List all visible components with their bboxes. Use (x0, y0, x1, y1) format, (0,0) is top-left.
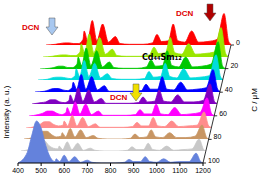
svg-text:DCN: DCN (22, 23, 40, 32)
svg-text:600: 600 (58, 167, 70, 174)
svg-text:700: 700 (82, 167, 94, 174)
svg-text:Cd₄₄Sm₁₂: Cd₄₄Sm₁₂ (142, 53, 182, 62)
svg-text:500: 500 (35, 167, 47, 174)
svg-text:80: 80 (214, 133, 222, 140)
svg-text:1000: 1000 (149, 167, 165, 174)
svg-text:DCN: DCN (176, 9, 194, 18)
svg-text:1100: 1100 (172, 167, 187, 174)
svg-text:100: 100 (208, 157, 220, 164)
svg-text:C / μM: C / μM (250, 88, 256, 112)
svg-text:40: 40 (225, 86, 233, 93)
svg-text:Intensity (a. u.): Intensity (a. u.) (8, 85, 11, 138)
svg-text:1200: 1200 (195, 167, 211, 174)
svg-text:800: 800 (105, 167, 117, 174)
svg-text:400: 400 (12, 167, 24, 174)
svg-text:20: 20 (230, 62, 238, 69)
svg-text:DCN: DCN (110, 93, 128, 102)
svg-text:60: 60 (219, 110, 227, 117)
svg-text:900: 900 (128, 167, 140, 174)
svg-text:0: 0 (236, 39, 240, 46)
